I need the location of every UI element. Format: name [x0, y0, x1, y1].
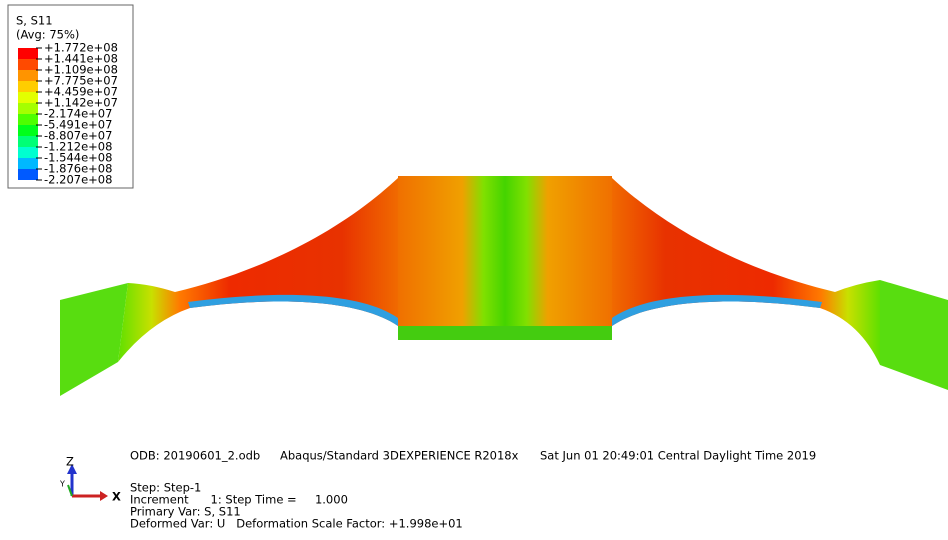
- legend-label: -2.207e+08: [44, 173, 112, 187]
- legend-title: S, S11: [16, 14, 53, 28]
- legend-swatch: [18, 125, 38, 136]
- legend-swatch: [18, 114, 38, 125]
- legend-swatch: [18, 59, 38, 70]
- deformed-var: Deformed Var: U Deformation Scale Factor…: [130, 517, 463, 531]
- legend-swatch: [18, 136, 38, 147]
- model: [60, 176, 948, 396]
- legend-swatch: [18, 158, 38, 169]
- left-end: [60, 283, 128, 396]
- legend-swatch: [18, 70, 38, 81]
- solver: Abaqus/Standard 3DEXPERIENCE R2018x: [280, 449, 519, 463]
- legend-swatch: [18, 81, 38, 92]
- right-end: [880, 280, 948, 390]
- left-arm: [118, 178, 398, 362]
- x-arrow: [100, 491, 108, 501]
- legend-swatch: [18, 92, 38, 103]
- legend-subtitle: (Avg: 75%): [16, 28, 79, 42]
- triad-z: Z: [66, 455, 74, 469]
- center-block: [398, 176, 612, 326]
- legend: +1.772e+08+1.441e+08+1.109e+08+7.775e+07…: [18, 41, 118, 187]
- legend-swatch: [18, 103, 38, 114]
- triad: Z Y X: [59, 455, 121, 504]
- legend-swatch: [18, 169, 38, 180]
- legend-swatch: [18, 48, 38, 59]
- viewport: S, S11 (Avg: 75%) +1.772e+08+1.441e+08+1…: [0, 0, 948, 536]
- odb: ODB: 20190601_2.odb: [130, 449, 260, 463]
- triad-y: Y: [59, 480, 65, 489]
- right-arm: [612, 178, 880, 365]
- date: Sat Jun 01 20:49:01 Central Daylight Tim…: [540, 449, 816, 463]
- legend-swatch: [18, 147, 38, 158]
- triad-x: X: [112, 490, 121, 504]
- center-bottom: [398, 326, 612, 340]
